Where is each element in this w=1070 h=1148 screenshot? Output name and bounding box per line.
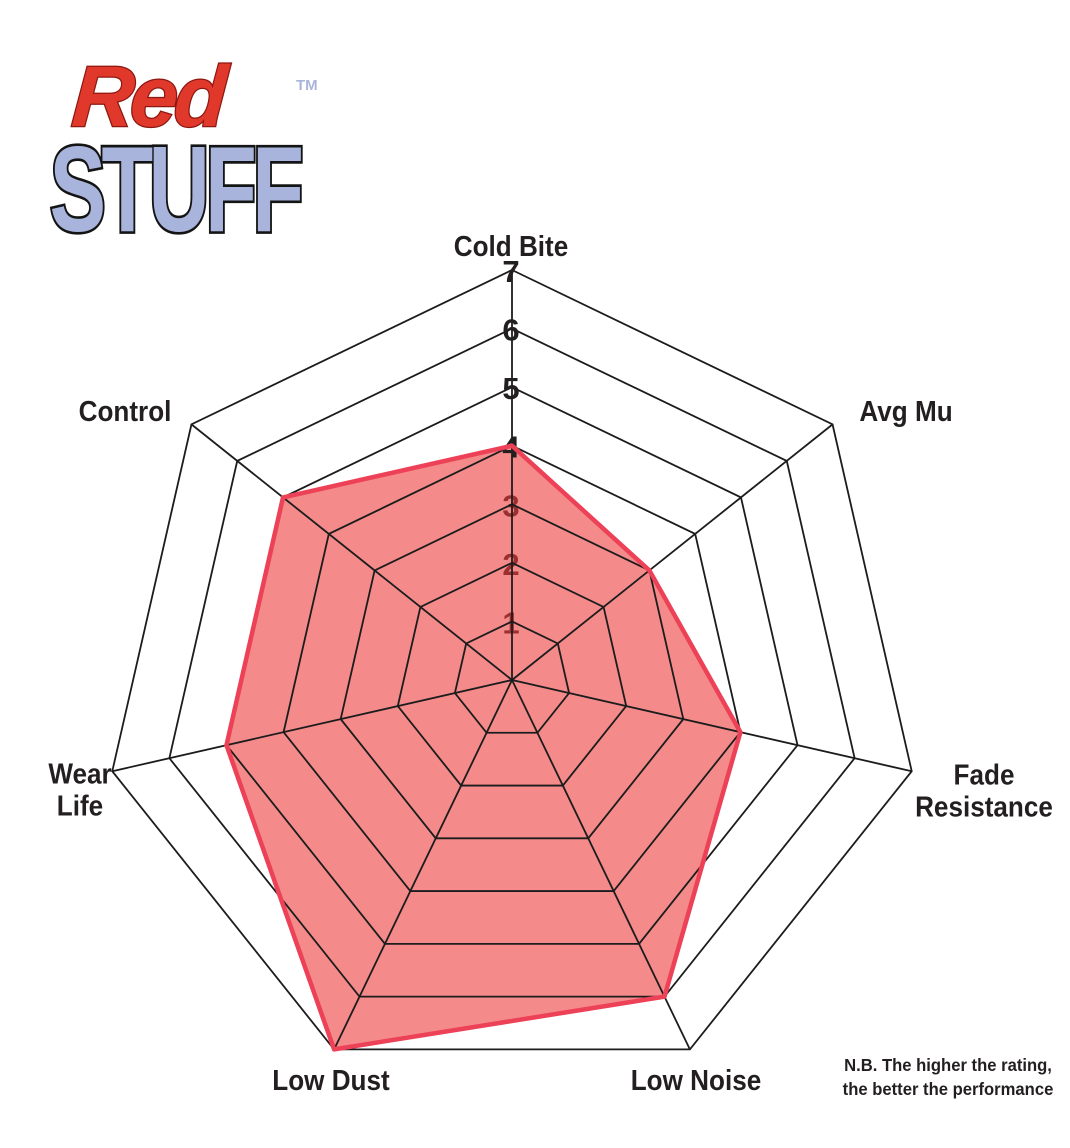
- axis-label-avg-mu: Avg Mu: [859, 395, 953, 428]
- logo-trademark: TM: [296, 77, 318, 94]
- axis-label-control: Control: [78, 395, 172, 428]
- radar-spoke-4: [511, 679, 691, 1050]
- radar-outline-polygon: [224, 443, 743, 1052]
- radar-spoke-3: [511, 679, 912, 773]
- logo-word-red: Red: [69, 49, 233, 145]
- brand-logo: Red TM STUFF: [47, 48, 318, 260]
- radar-spoke-7: [190, 423, 513, 681]
- tick-label-5: 5: [502, 371, 519, 406]
- tick-label-7: 7: [502, 254, 519, 289]
- axis-label-low-noise: Low Noise: [630, 1064, 762, 1097]
- radar-spoke-5: [333, 679, 513, 1050]
- radar-ring-1: [453, 620, 571, 734]
- radar-ring-2: [396, 561, 628, 787]
- radar-spoke-2: [511, 423, 834, 681]
- footnote-line-1: N.B. The higher the rating,: [844, 1055, 1052, 1075]
- axis-label-cold-bite: Cold Bite: [453, 230, 569, 263]
- footnote: N.B. The higher the rating, the better t…: [832, 1053, 1064, 1101]
- radar-ring-3: [339, 503, 685, 840]
- radar-ring-7: [111, 269, 913, 1051]
- radar-grid: [111, 269, 913, 1051]
- axis-label-wear-life: Wear Life: [48, 758, 112, 823]
- footnote-line-2: the better the performance: [842, 1079, 1054, 1099]
- axis-label-low-dust: Low Dust: [272, 1064, 390, 1097]
- tick-label-6: 6: [502, 313, 519, 348]
- axis-label-fade-resistance: Fade Resistance: [915, 759, 1053, 824]
- logo-word-stuff: STUFF: [50, 122, 302, 258]
- radar-spoke-6: [112, 679, 513, 773]
- radar-ring-4: [282, 444, 742, 892]
- radar-fill-polygon: [226, 445, 741, 1050]
- radar-ring-6: [168, 327, 856, 998]
